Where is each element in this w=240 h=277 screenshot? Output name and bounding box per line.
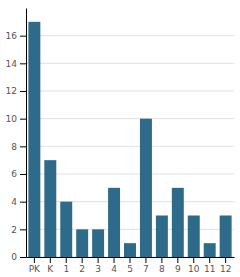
tick-label: 8	[159, 264, 165, 274]
tick: 11	[204, 257, 215, 274]
tick-label: 10	[6, 114, 18, 124]
bar	[188, 216, 200, 258]
chart-svg: 0246810121416PKK12345789101112	[0, 0, 240, 277]
tick: K	[47, 257, 54, 274]
tick-mark	[114, 257, 115, 263]
bar	[60, 202, 72, 257]
axis-line	[26, 9, 27, 258]
bar	[108, 188, 120, 257]
tick: 12	[220, 257, 231, 274]
tick-label: 8	[11, 142, 17, 152]
bar	[44, 160, 56, 257]
tick: 7	[143, 257, 149, 274]
tick-label: 2	[11, 225, 17, 235]
grid	[26, 36, 234, 257]
tick: 12	[6, 86, 26, 96]
grid-line	[26, 118, 234, 119]
tick: PK	[29, 257, 41, 274]
tick-mark	[20, 174, 26, 175]
bar	[124, 243, 136, 257]
tick: 8	[159, 257, 165, 274]
bar	[204, 243, 216, 257]
grid-line	[26, 174, 234, 175]
tick: 0	[11, 252, 26, 262]
tick: 6	[11, 169, 26, 179]
plot-area: 0246810121416PKK12345789101112	[6, 9, 235, 275]
grid-line	[26, 63, 234, 64]
tick-mark	[225, 257, 226, 263]
tick-mark	[50, 257, 51, 263]
tick-label: 10	[188, 264, 200, 274]
bar	[220, 216, 232, 258]
tick-mark	[161, 257, 162, 263]
bar	[156, 216, 168, 258]
tick-label: 3	[95, 264, 101, 274]
tick: 3	[95, 257, 101, 274]
tick: 4	[111, 257, 117, 274]
tick-mark	[20, 63, 26, 64]
tick-label: 5	[127, 264, 133, 274]
tick-label: 12	[6, 86, 17, 96]
tick-label: 11	[204, 264, 215, 274]
tick: 8	[11, 142, 26, 152]
grid-line	[26, 91, 234, 92]
tick-label: 14	[6, 59, 18, 69]
tick: 10	[188, 257, 200, 274]
tick-mark	[98, 257, 99, 263]
tick: 5	[127, 257, 133, 274]
tick-mark	[20, 146, 26, 147]
tick: 4	[11, 197, 26, 207]
grid-line	[26, 146, 234, 147]
tick-mark	[20, 202, 26, 203]
tick-mark	[20, 36, 26, 37]
tick-label: PK	[29, 264, 41, 274]
tick-mark	[20, 119, 26, 120]
bars	[28, 22, 231, 257]
tick-mark	[130, 257, 131, 263]
tick: 16	[6, 31, 26, 41]
tick-mark	[82, 257, 83, 263]
tick-label: K	[47, 264, 54, 274]
tick: 1	[63, 257, 69, 274]
tick-mark	[209, 257, 210, 263]
grid-line	[26, 201, 234, 202]
tick-mark	[20, 257, 26, 258]
tick-mark	[20, 91, 26, 92]
tick: 2	[79, 257, 85, 274]
tick-label: 16	[6, 31, 18, 41]
tick-label: 12	[220, 264, 231, 274]
chart-container: 0246810121416PKK12345789101112	[0, 0, 240, 277]
tick-label: 2	[79, 264, 85, 274]
tick: 9	[175, 257, 181, 274]
tick: 2	[11, 225, 26, 235]
tick-label: 9	[175, 264, 181, 274]
bar	[172, 188, 184, 257]
tick-label: 7	[143, 264, 149, 274]
tick: 14	[6, 59, 26, 69]
tick-mark	[66, 257, 67, 263]
tick-label: 1	[63, 264, 69, 274]
tick-mark	[145, 257, 146, 263]
tick-mark	[20, 229, 26, 230]
bar	[76, 229, 88, 257]
grid-line	[26, 229, 234, 230]
x-axis: PKK12345789101112	[27, 257, 235, 274]
bar	[92, 229, 104, 257]
tick: 10	[6, 114, 26, 124]
tick-label: 4	[11, 197, 17, 207]
bar	[28, 22, 40, 257]
tick-label: 6	[11, 169, 17, 179]
tick-mark	[34, 257, 35, 263]
y-axis: 0 2 4 6 8 10 12 14 16	[6, 9, 27, 263]
tick-label: 0	[11, 252, 17, 262]
tick-mark	[193, 257, 194, 263]
tick-mark	[177, 257, 178, 263]
tick-label: 4	[111, 264, 117, 274]
grid-line	[26, 35, 234, 36]
bar	[140, 119, 152, 257]
